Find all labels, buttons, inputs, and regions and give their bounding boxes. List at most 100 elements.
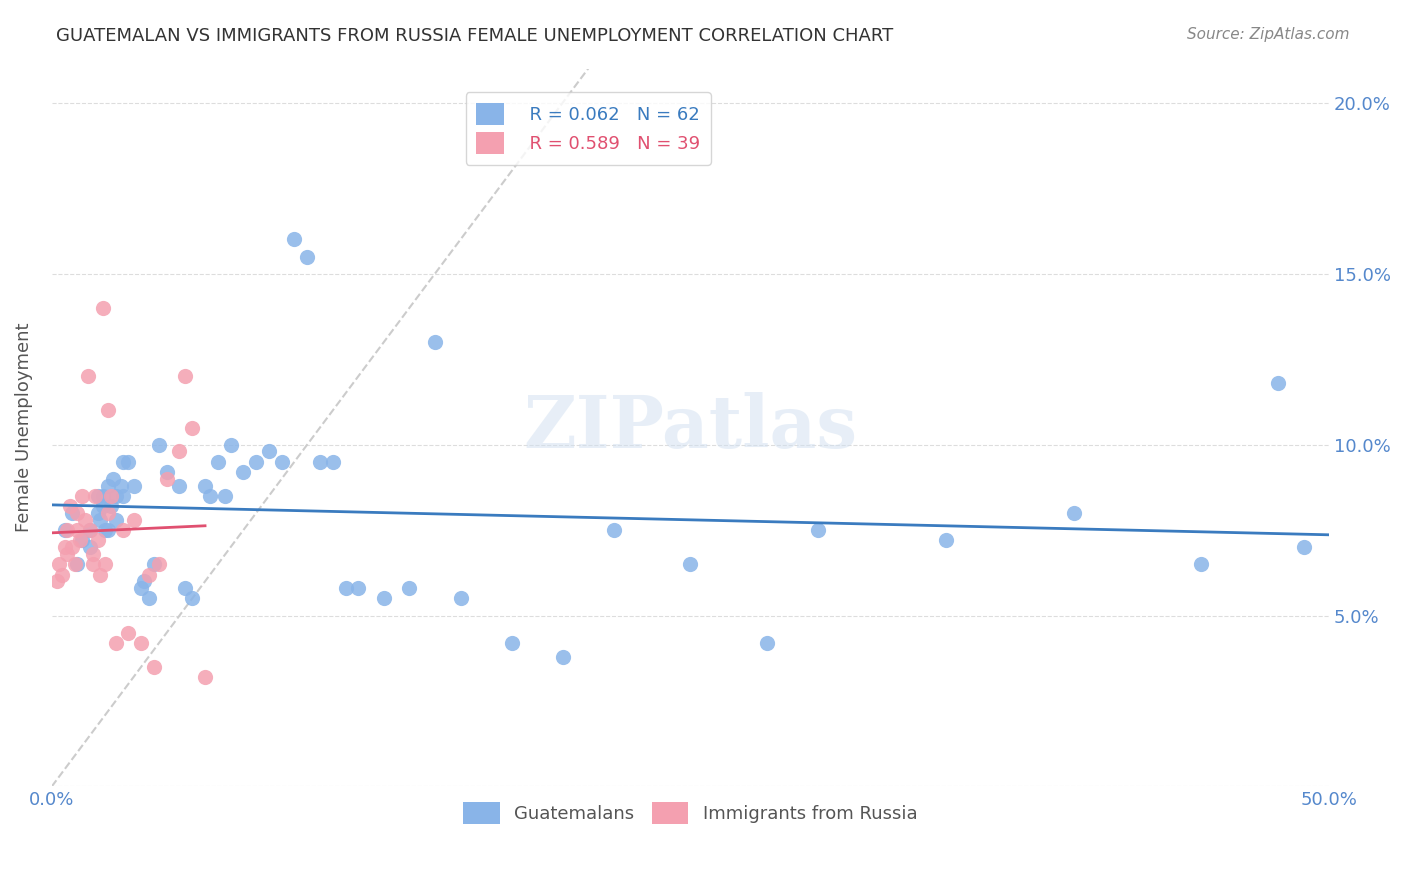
Point: [110, 478, 132, 492]
Point: [82, 558, 104, 572]
Point: [398, 581, 420, 595]
Text: GUATEMALAN VS IMMIGRANTS FROM RUSSIA FEMALE UNEMPLOYMENT CORRELATION CHART: GUATEMALAN VS IMMIGRANTS FROM RUSSIA FEM…: [56, 27, 893, 45]
Point: [100, 489, 122, 503]
Point: [347, 581, 370, 595]
Point: [104, 513, 127, 527]
Point: [122, 478, 145, 492]
Point: [87, 506, 110, 520]
Point: [122, 513, 145, 527]
Point: [117, 625, 139, 640]
Point: [501, 636, 523, 650]
Point: [91, 489, 114, 503]
Point: [89, 567, 111, 582]
Point: [84, 489, 107, 503]
Point: [53, 540, 76, 554]
Point: [91, 301, 114, 315]
Text: Source: ZipAtlas.com: Source: ZipAtlas.com: [1187, 27, 1350, 42]
Point: [373, 591, 395, 606]
Point: [807, 523, 830, 537]
Point: [156, 465, 179, 479]
Point: [194, 478, 217, 492]
Text: ZIPatlas: ZIPatlas: [523, 392, 858, 463]
Point: [335, 581, 357, 595]
Point: [69, 533, 91, 548]
Point: [551, 649, 574, 664]
Point: [257, 444, 280, 458]
Point: [603, 523, 626, 537]
Point: [76, 369, 98, 384]
Point: [450, 591, 472, 606]
Point: [129, 636, 152, 650]
Point: [181, 420, 204, 434]
Point: [97, 506, 120, 520]
Point: [72, 489, 94, 503]
Point: [142, 660, 165, 674]
Point: [100, 499, 122, 513]
Point: [112, 489, 135, 503]
Point: [59, 499, 82, 513]
Point: [1292, 540, 1315, 554]
Point: [45, 574, 67, 589]
Point: [97, 523, 120, 537]
Point: [72, 533, 94, 548]
Point: [138, 591, 160, 606]
Point: [82, 547, 104, 561]
Point: [214, 489, 236, 503]
Point: [173, 369, 195, 384]
Point: [1267, 376, 1289, 390]
Point: [132, 574, 155, 589]
Point: [219, 437, 242, 451]
Point: [232, 465, 254, 479]
Point: [1063, 506, 1085, 520]
Point: [935, 533, 957, 548]
Point: [173, 581, 195, 595]
Point: [101, 472, 124, 486]
Point: [66, 558, 89, 572]
Point: [112, 523, 135, 537]
Point: [142, 558, 165, 572]
Point: [104, 489, 127, 503]
Point: [66, 506, 89, 520]
Point: [97, 478, 120, 492]
Point: [423, 334, 446, 349]
Point: [53, 523, 76, 537]
Point: [245, 455, 267, 469]
Point: [60, 506, 83, 520]
Point: [270, 455, 292, 469]
Point: [104, 636, 127, 650]
Point: [148, 558, 170, 572]
Point: [112, 455, 135, 469]
Point: [87, 533, 110, 548]
Point: [56, 523, 79, 537]
Point: [129, 581, 152, 595]
Point: [94, 558, 117, 572]
Legend: Guatemalans, Immigrants from Russia: Guatemalans, Immigrants from Russia: [453, 791, 928, 835]
Point: [181, 591, 204, 606]
Point: [60, 540, 83, 554]
Point: [297, 250, 319, 264]
Point: [169, 444, 191, 458]
Point: [79, 523, 101, 537]
Point: [156, 472, 179, 486]
Point: [138, 567, 160, 582]
Point: [51, 567, 73, 582]
Point: [679, 558, 702, 572]
Point: [117, 455, 139, 469]
Point: [207, 455, 229, 469]
Point: [79, 540, 101, 554]
Point: [63, 558, 86, 572]
Point: [48, 558, 70, 572]
Point: [91, 499, 114, 513]
Y-axis label: Female Unemployment: Female Unemployment: [15, 323, 32, 533]
Point: [148, 437, 170, 451]
Point: [194, 670, 217, 684]
Point: [79, 523, 101, 537]
Point: [56, 547, 79, 561]
Point: [283, 232, 305, 246]
Point: [66, 523, 89, 537]
Point: [756, 636, 779, 650]
Point: [94, 523, 117, 537]
Point: [1189, 558, 1212, 572]
Point: [89, 513, 111, 527]
Point: [309, 455, 332, 469]
